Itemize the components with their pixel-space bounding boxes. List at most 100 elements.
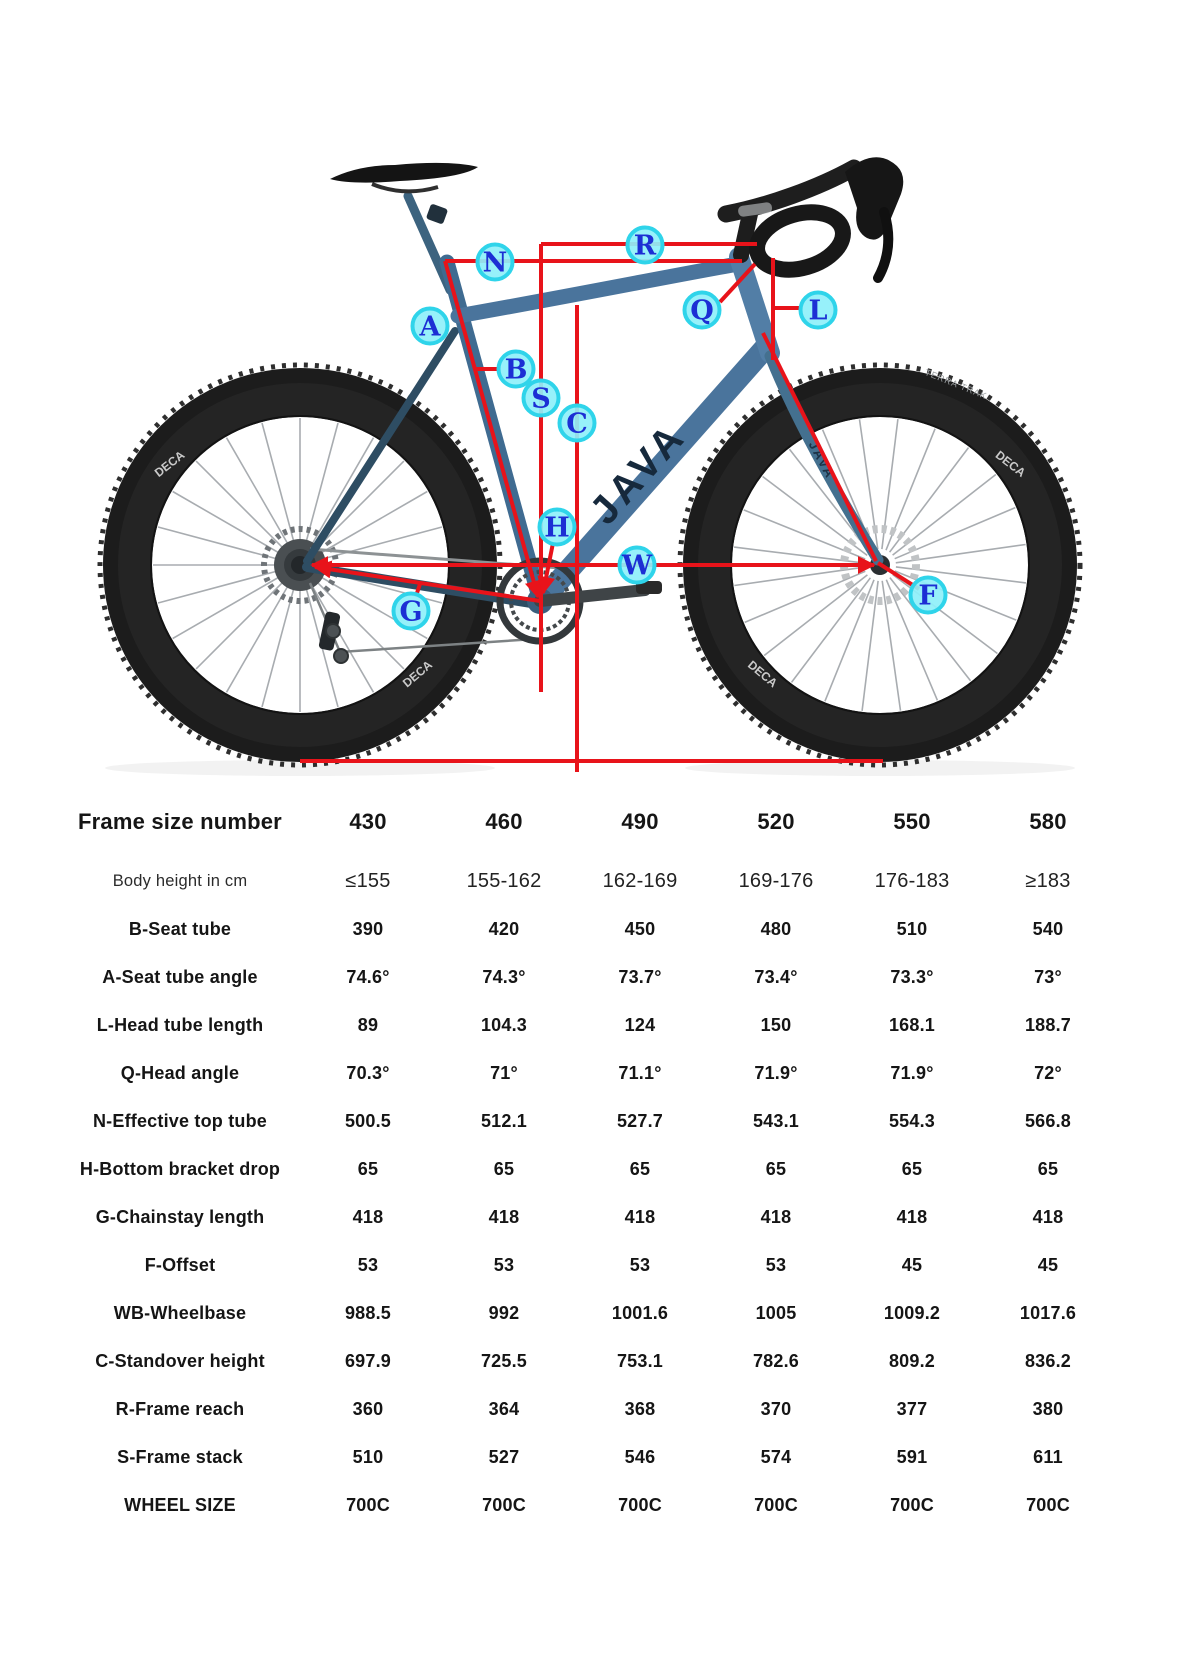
table-row: Q-Head angle 70.3° 71° 71.1° 71.9° 71.9° 72° [60,1049,1116,1097]
cell-value: 65 [901,1158,923,1179]
cell-value: 65 [357,1158,379,1179]
cell-value: 155-162 [466,869,542,892]
cell-value: 527.7 [616,1110,664,1131]
cell-value: 574 [760,1446,792,1467]
cell-value: 500.5 [344,1110,392,1131]
frame-size-column-header: 460 [485,809,523,834]
row-label: F-Offset [144,1254,216,1275]
cell-value: 45 [901,1254,923,1275]
cell-value: 65 [765,1158,787,1179]
dimension-label-B: B [496,349,536,389]
dimension-label-A: A [410,306,450,346]
cell-value: 420 [488,918,520,939]
cell-value: 480 [760,918,792,939]
svg-text:Q: Q [690,296,714,327]
bar-highlight [738,202,773,217]
cell-value: 65 [493,1158,515,1179]
svg-text:G: G [399,597,422,628]
cell-value: 418 [1032,1206,1064,1227]
bb-drop-line-H [537,542,556,595]
cell-value: 418 [488,1206,520,1227]
table-row: C-Standover height 697.9 725.5 753.1 782.6 80… [60,1337,1116,1385]
dimension-label-W: W [617,545,657,585]
dimension-label-C: C [557,403,597,443]
cell-value: 169-176 [738,869,814,892]
cell-value: 697.9 [344,1350,392,1371]
cell-value: 809.2 [888,1350,936,1371]
table-row: A-Seat tube angle 74.6° 74.3° 73.7° 73.4° 73.… [60,953,1116,1001]
dimension-label-N: N [475,242,515,282]
row-label: N-Effective top tube [92,1110,267,1131]
row-label: G-Chainstay length [95,1206,265,1227]
cell-value: 700C [346,1494,390,1515]
cell-value: 700C [482,1494,526,1515]
stem [733,206,758,263]
cell-value: 162-169 [602,869,678,892]
seat-clamp [426,204,448,224]
frame-size-column-header: 520 [757,809,795,834]
cell-value: 510 [896,918,928,939]
cell-value: 176-183 [874,869,950,892]
seat-angle-line-A [443,260,543,599]
cell-value: 1001.6 [611,1302,669,1323]
row-label: Q-Head angle [120,1062,240,1083]
cell-value: 527 [488,1446,520,1467]
cell-value: 150 [760,1014,792,1035]
steering-axis-line [761,332,878,562]
dimension-label-G: G [391,591,431,631]
frame-size-column-header: 550 [893,809,931,834]
saddle [330,162,478,224]
cell-value: 390 [352,918,384,939]
table-row: S-Frame stack 510 527 546 574 591 611 [60,1433,1116,1481]
cell-value: ≥183 [1025,869,1071,892]
row-label: WHEEL SIZE [124,1494,236,1515]
cell-value: 988.5 [344,1302,392,1323]
cell-value: 1005 [755,1302,797,1323]
head-angle-line-Q [718,262,757,304]
cell-value: ≤155 [345,869,391,892]
cell-value: 700C [618,1494,662,1515]
cell-value: 70.3° [346,1062,390,1083]
cell-value: 543.1 [752,1110,800,1131]
svg-text:C: C [566,409,588,440]
row-label: R-Frame reach [115,1398,245,1419]
chainstay-line-G [313,560,541,603]
table-row: F-Offset 53 53 53 53 45 45 [60,1241,1116,1289]
cell-value: 611 [1033,1446,1063,1467]
cell-value: 418 [896,1206,928,1227]
cell-value: 782.6 [752,1350,800,1371]
cell-value: 89 [357,1014,379,1035]
bike-diagram-svg: DECA DECA DECA DECA TERRA TRAK JAVA JAVA [97,157,1083,776]
cell-value: 71.9° [890,1062,934,1083]
svg-text:N: N [483,248,508,279]
cell-value: 364 [488,1398,520,1419]
row-label: L-Head tube length [96,1014,264,1035]
saddle-rails [371,182,439,194]
frame-size-column-header: 490 [621,809,659,834]
cell-value: 510 [352,1446,384,1467]
cell-value: 74.3° [482,966,526,987]
cell-value: 370 [760,1398,792,1419]
cell-value: 73.3° [890,966,934,987]
cell-value: 71° [490,1062,518,1083]
cell-value: 73.7° [618,966,662,987]
geometry-table: Frame size number 430 460 490 520 550 580 Body … [60,802,1116,1529]
svg-text:F: F [918,581,937,612]
cell-value: 554.3 [888,1110,936,1131]
pedal [636,581,662,594]
cell-value: 65 [629,1158,651,1179]
table-row: G-Chainstay length 418 418 418 418 418 418 [60,1193,1116,1241]
row-label: WB-Wheelbase [113,1302,247,1323]
cell-value: 53 [765,1254,787,1275]
cell-value: 72° [1034,1062,1062,1083]
cell-value: 377 [896,1398,928,1419]
cell-value: 74.6° [346,966,390,987]
cell-value: 836.2 [1024,1350,1072,1371]
svg-text:S: S [531,384,551,415]
cell-value: 188.7 [1024,1014,1072,1035]
cell-value: 700C [1026,1494,1070,1515]
table-row: N-Effective top tube 500.5 512.1 527.7 543.1… [60,1097,1116,1145]
front-wheel-shadow [685,760,1075,776]
frame-size-column-header: 430 [349,809,387,834]
cell-value: 512.1 [480,1110,528,1131]
